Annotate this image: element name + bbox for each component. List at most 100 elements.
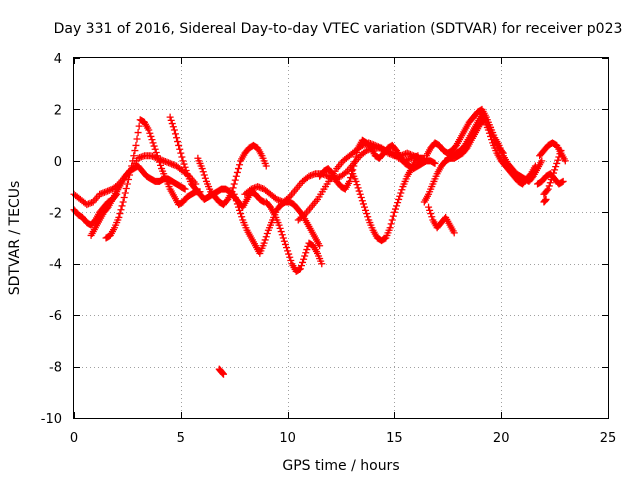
data-point [174, 138, 182, 146]
data-point [175, 141, 183, 149]
data-point [357, 194, 365, 201]
data-point [234, 203, 242, 211]
data-point [318, 260, 326, 268]
data-point [134, 129, 142, 137]
chart-title: Day 331 of 2016, Sidereal Day-to-day VTE… [54, 21, 623, 37]
data-point [135, 122, 143, 130]
data-point [359, 200, 367, 208]
data-point [279, 234, 287, 242]
data-point [199, 168, 207, 176]
data-point [352, 177, 360, 185]
data-point [395, 195, 403, 203]
data-point [236, 161, 244, 169]
data-point [152, 149, 160, 156]
data-point [130, 152, 138, 160]
data-point [232, 197, 240, 205]
data-point [117, 206, 125, 214]
data-point [348, 170, 356, 178]
data-point [118, 202, 126, 210]
data-point [553, 159, 561, 167]
x-tick-label: 10 [279, 431, 296, 446]
data-point [316, 242, 324, 250]
data-point [129, 157, 137, 165]
data-point [231, 176, 239, 184]
data-point [396, 192, 404, 200]
data-points [70, 105, 569, 378]
y-tick-label: 2 [54, 103, 62, 118]
data-point [178, 153, 186, 161]
data-point [561, 157, 569, 165]
data-point [261, 236, 269, 244]
data-point [151, 145, 159, 153]
series-arc4 [87, 162, 189, 239]
data-point [284, 194, 292, 202]
data-point [220, 370, 228, 378]
data-point [360, 203, 368, 211]
data-point [342, 168, 350, 176]
series-arc17 [487, 123, 546, 185]
data-point [286, 253, 294, 261]
series-arc20 [540, 147, 565, 198]
data-point [548, 172, 556, 180]
series-outlier [215, 365, 228, 378]
data-point [394, 199, 402, 207]
data-point [351, 158, 359, 165]
data-point [390, 208, 398, 216]
series-arc13 [422, 105, 495, 160]
data-point [148, 136, 156, 144]
data-point [303, 246, 311, 254]
y-tick-label: 4 [54, 52, 62, 67]
data-point [389, 212, 397, 220]
data-point [155, 158, 163, 166]
data-point [262, 162, 270, 170]
series-arc11 [348, 154, 428, 245]
data-point [122, 185, 130, 192]
data-point [301, 252, 309, 260]
data-point [170, 126, 178, 134]
data-point [200, 171, 208, 179]
data-point [182, 167, 190, 174]
data-point [353, 149, 361, 156]
data-point [450, 229, 458, 237]
data-point [177, 149, 185, 157]
data-point [132, 141, 140, 149]
series-arc12 [316, 136, 439, 193]
data-point [263, 230, 271, 237]
data-point [153, 152, 161, 160]
data-point [169, 123, 177, 131]
data-point [233, 168, 241, 176]
x-tick-label: 20 [493, 431, 510, 446]
data-point [116, 210, 124, 218]
data-point [115, 213, 123, 221]
data-point [393, 202, 401, 210]
data-point [354, 184, 362, 192]
data-point [355, 187, 363, 195]
data-point [154, 155, 162, 163]
data-point [201, 174, 209, 182]
data-point [123, 180, 131, 188]
data-point [556, 150, 564, 158]
data-point [180, 160, 188, 168]
data-point [398, 186, 406, 194]
data-point [278, 231, 286, 239]
data-point [550, 169, 558, 177]
data-point [234, 165, 242, 173]
data-point [347, 174, 355, 182]
y-tick-label: -10 [41, 412, 62, 427]
data-point [168, 120, 176, 128]
series-arc6 [194, 141, 270, 209]
data-point [388, 216, 396, 224]
data-point [299, 212, 307, 220]
x-tick-label: 15 [386, 431, 403, 446]
data-point [262, 233, 270, 241]
data-point [547, 176, 555, 183]
data-point [281, 240, 289, 248]
data-point [179, 157, 187, 165]
data-point [542, 195, 550, 203]
data-point [386, 224, 394, 232]
data-point [391, 205, 399, 213]
data-point [481, 114, 489, 122]
data-point [131, 147, 139, 155]
data-point [238, 213, 246, 221]
data-point [181, 185, 189, 193]
